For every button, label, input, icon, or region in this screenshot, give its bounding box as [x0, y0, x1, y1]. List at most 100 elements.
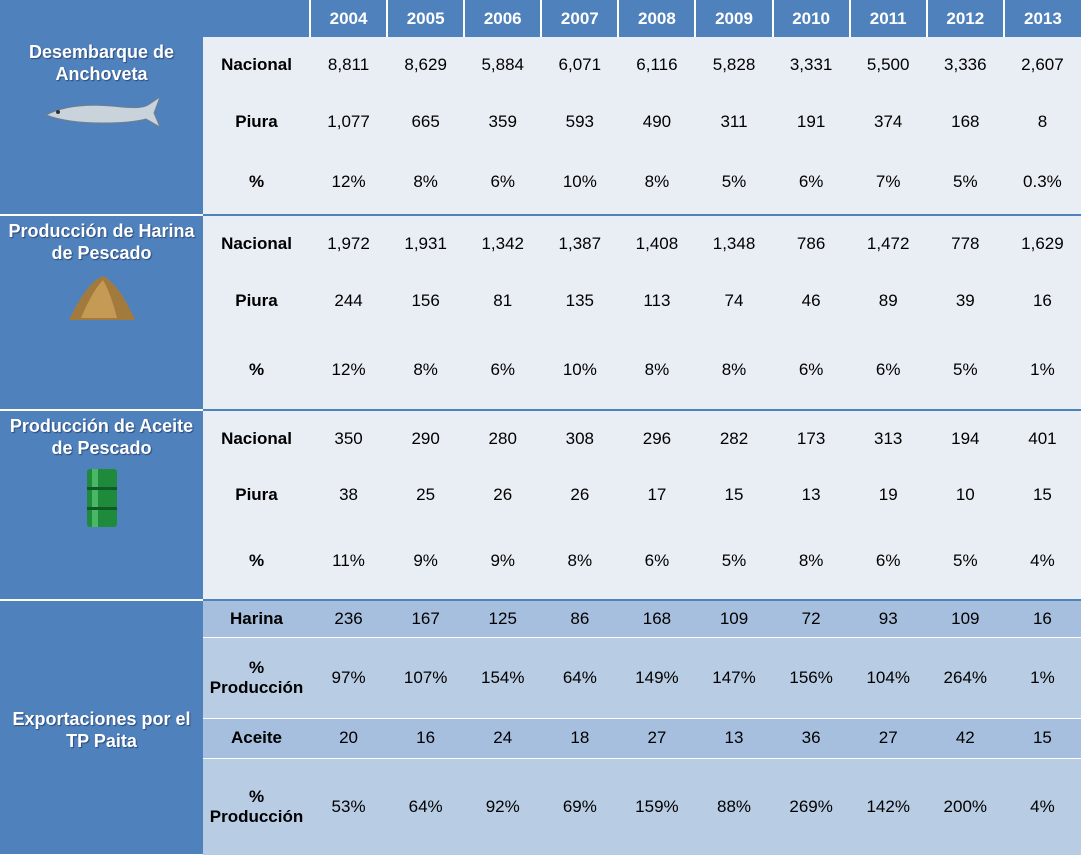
value-cell: 280: [464, 410, 541, 467]
value-cell: 27: [850, 718, 927, 758]
value-cell: 18: [541, 718, 618, 758]
value-cell: 6%: [773, 150, 850, 215]
value-cell: 135: [541, 272, 618, 330]
barrel-icon: [84, 467, 120, 529]
value-cell: 191: [773, 93, 850, 150]
value-cell: 168: [927, 93, 1004, 150]
value-cell: 53%: [310, 758, 387, 855]
value-cell: 156%: [773, 637, 850, 718]
value-cell: 6%: [850, 330, 927, 410]
row-label: Piura: [203, 272, 310, 330]
value-cell: 5%: [927, 522, 1004, 600]
value-cell: 5%: [927, 150, 1004, 215]
value-cell: 7%: [850, 150, 927, 215]
value-cell: 16: [387, 718, 464, 758]
value-cell: 16: [1004, 272, 1081, 330]
row-label: % Producción: [203, 637, 310, 718]
row-label: %: [203, 150, 310, 215]
value-cell: 1,629: [1004, 215, 1081, 272]
value-cell: 109: [695, 600, 772, 637]
value-cell: 8%: [387, 150, 464, 215]
value-cell: 64%: [541, 637, 618, 718]
section-cell: Exportaciones por el TP Paita: [0, 600, 203, 855]
year-header: 2010: [773, 0, 850, 37]
value-cell: 2,607: [1004, 37, 1081, 93]
value-cell: 778: [927, 215, 1004, 272]
corner: [0, 0, 203, 37]
value-cell: 26: [464, 467, 541, 522]
value-cell: 64%: [387, 758, 464, 855]
page: 2004200520062007200820092010201120122013…: [0, 0, 1081, 855]
section-label: Producción de Aceite de Pescado: [3, 415, 200, 459]
row-label: Aceite: [203, 718, 310, 758]
value-cell: 9%: [464, 522, 541, 600]
value-cell: 8,811: [310, 37, 387, 93]
value-cell: 313: [850, 410, 927, 467]
value-cell: 8%: [541, 522, 618, 600]
value-cell: 38: [310, 467, 387, 522]
value-cell: 1,348: [695, 215, 772, 272]
year-header: 2011: [850, 0, 927, 37]
value-cell: 24: [464, 718, 541, 758]
value-cell: 17: [618, 467, 695, 522]
value-cell: 104%: [850, 637, 927, 718]
row-label: Nacional: [203, 215, 310, 272]
value-cell: 93: [850, 600, 927, 637]
value-cell: 15: [1004, 467, 1081, 522]
value-cell: 5%: [695, 522, 772, 600]
value-cell: 3,331: [773, 37, 850, 93]
value-cell: 665: [387, 93, 464, 150]
value-cell: 15: [1004, 718, 1081, 758]
value-cell: 156: [387, 272, 464, 330]
value-cell: 5,828: [695, 37, 772, 93]
value-cell: 154%: [464, 637, 541, 718]
value-cell: 89: [850, 272, 927, 330]
year-header: 2012: [927, 0, 1004, 37]
value-cell: 350: [310, 410, 387, 467]
value-cell: 26: [541, 467, 618, 522]
value-cell: 359: [464, 93, 541, 150]
value-cell: 1,342: [464, 215, 541, 272]
value-cell: 311: [695, 93, 772, 150]
value-cell: 6,116: [618, 37, 695, 93]
value-cell: 9%: [387, 522, 464, 600]
value-cell: 6%: [618, 522, 695, 600]
year-header: 2006: [464, 0, 541, 37]
value-cell: 27: [618, 718, 695, 758]
section-cell: Desembarque de Anchoveta: [0, 37, 203, 215]
value-cell: 8%: [695, 330, 772, 410]
value-cell: 244: [310, 272, 387, 330]
value-cell: 269%: [773, 758, 850, 855]
value-cell: 4%: [1004, 522, 1081, 600]
value-cell: 6%: [464, 330, 541, 410]
value-cell: 97%: [310, 637, 387, 718]
value-cell: 147%: [695, 637, 772, 718]
value-cell: 490: [618, 93, 695, 150]
year-header: 2013: [1004, 0, 1081, 37]
value-cell: 12%: [310, 150, 387, 215]
value-cell: 10%: [541, 330, 618, 410]
value-cell: 107%: [387, 637, 464, 718]
table-row: Producción de Aceite de PescadoNacional3…: [0, 410, 1081, 467]
value-cell: 19: [850, 467, 927, 522]
year-header: 2004: [310, 0, 387, 37]
value-cell: 8%: [387, 330, 464, 410]
value-cell: 36: [773, 718, 850, 758]
value-cell: 149%: [618, 637, 695, 718]
value-cell: 168: [618, 600, 695, 637]
value-cell: 1,408: [618, 215, 695, 272]
value-cell: 12%: [310, 330, 387, 410]
value-cell: 8,629: [387, 37, 464, 93]
value-cell: 8: [1004, 93, 1081, 150]
value-cell: 3,336: [927, 37, 1004, 93]
section-label: Producción de Harina de Pescado: [3, 220, 200, 264]
value-cell: 593: [541, 93, 618, 150]
value-cell: 4%: [1004, 758, 1081, 855]
value-cell: 42: [927, 718, 1004, 758]
flour-icon: [67, 272, 137, 324]
value-cell: 5,884: [464, 37, 541, 93]
value-cell: 1,972: [310, 215, 387, 272]
